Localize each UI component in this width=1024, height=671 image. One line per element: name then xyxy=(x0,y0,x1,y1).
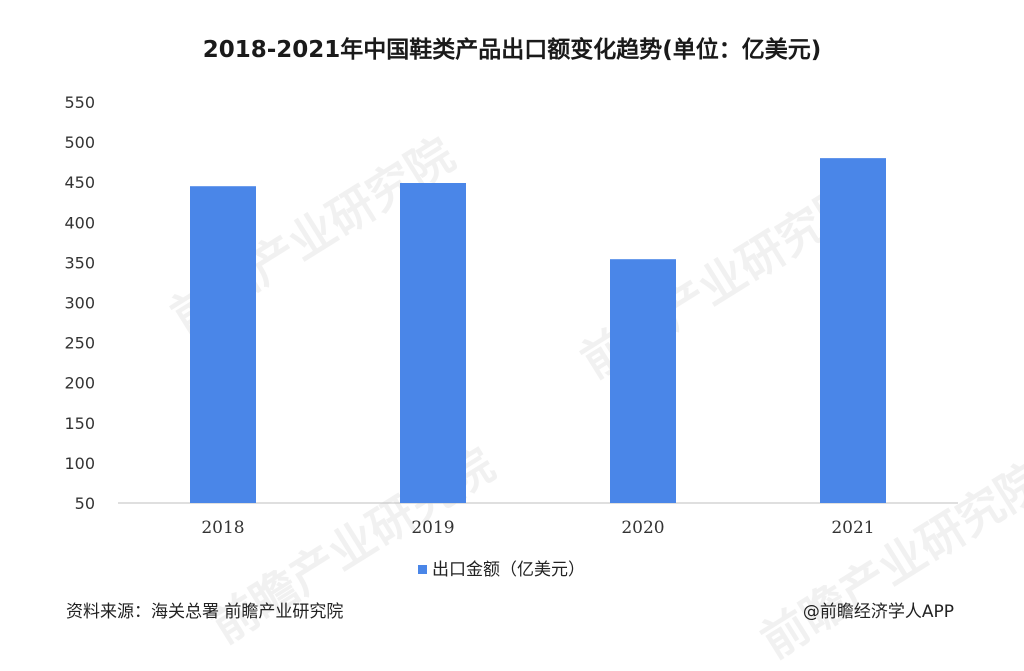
legend: 出口金额（亿美元） xyxy=(418,560,585,580)
y-tick-label: 500 xyxy=(64,133,95,152)
y-tick-label: 100 xyxy=(64,454,95,473)
legend-label: 出口金额（亿美元） xyxy=(432,560,585,580)
y-tick-label: 300 xyxy=(64,294,95,313)
x-tick-label: 2021 xyxy=(831,518,874,538)
credit-note: @前瞻经济学人APP xyxy=(802,602,954,622)
y-tick-label: 200 xyxy=(64,374,95,393)
bar-2018 xyxy=(190,186,256,503)
source-note: 资料来源：海关总署 前瞻产业研究院 xyxy=(66,602,344,622)
x-tick-label: 2020 xyxy=(621,518,664,538)
bar-2019 xyxy=(400,183,466,503)
y-tick-label: 350 xyxy=(64,253,95,272)
bar-2020 xyxy=(610,259,676,503)
y-tick-label: 400 xyxy=(64,213,95,232)
y-tick-label: 550 xyxy=(64,93,95,112)
x-axis-labels: 2018 2019 2020 2021 xyxy=(201,518,874,538)
bar-2021 xyxy=(820,158,886,503)
y-tick-label: 50 xyxy=(75,494,95,513)
bars xyxy=(190,158,886,503)
y-axis-labels: 50 100 150 200 250 300 350 400 450 500 550 xyxy=(64,93,95,513)
x-tick-label: 2019 xyxy=(411,518,454,538)
y-tick-label: 150 xyxy=(64,414,95,433)
x-tick-label: 2018 xyxy=(201,518,244,538)
chart-title: 2018-2021年中国鞋类产品出口额变化趋势(单位：亿美元) xyxy=(202,37,822,63)
y-tick-label: 250 xyxy=(64,334,95,353)
legend-swatch xyxy=(418,565,427,574)
y-tick-label: 450 xyxy=(64,173,95,192)
